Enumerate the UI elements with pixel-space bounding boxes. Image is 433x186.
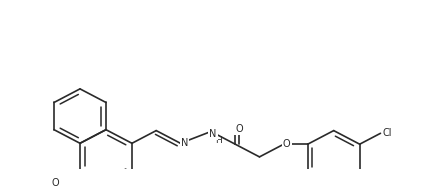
Text: N: N xyxy=(181,138,188,148)
Text: H: H xyxy=(216,136,223,145)
Text: O: O xyxy=(52,178,60,186)
Text: O: O xyxy=(283,139,291,149)
Text: Cl: Cl xyxy=(383,128,392,138)
Text: O: O xyxy=(236,124,243,134)
Text: N: N xyxy=(209,129,216,139)
